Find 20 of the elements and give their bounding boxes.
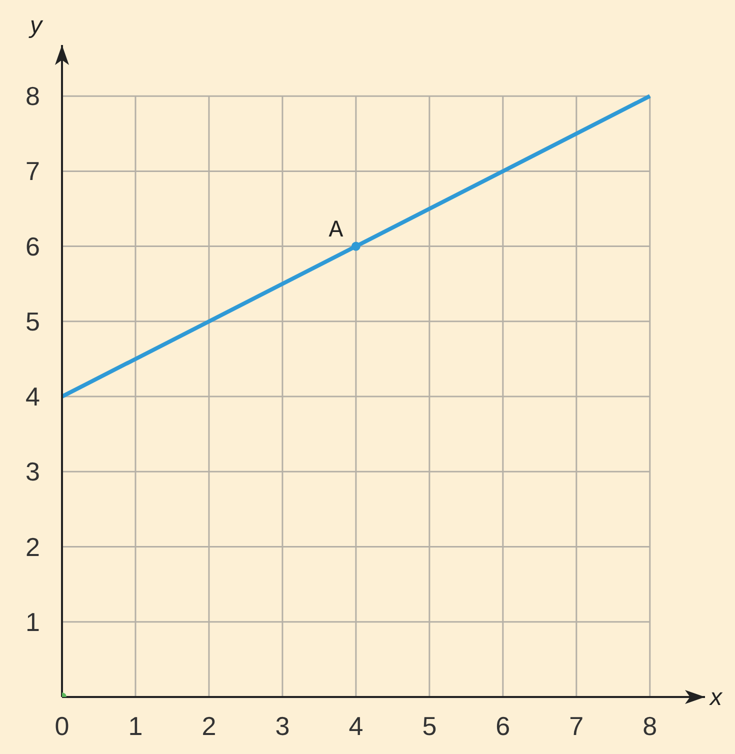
annotation: A bbox=[328, 217, 344, 244]
y-tick-label: 1 bbox=[26, 606, 40, 637]
y-tick-label: 6 bbox=[26, 231, 40, 262]
x-tick-label: 5 bbox=[422, 711, 437, 741]
y-tick-label: 3 bbox=[26, 456, 40, 487]
x-tick-label: 4 bbox=[348, 711, 364, 741]
x-tick-label: 7 bbox=[569, 711, 584, 741]
x-tick-label: 1 bbox=[128, 711, 143, 741]
y-tick-label: 4 bbox=[26, 382, 40, 412]
y-axis-title: y bbox=[28, 12, 44, 39]
x-tick-label: 0 bbox=[54, 711, 70, 741]
y-tick-label: 7 bbox=[26, 156, 40, 186]
y-tick-label: 8 bbox=[26, 81, 40, 112]
x-tick-label: 2 bbox=[202, 711, 216, 741]
x-axis-title: x bbox=[709, 684, 723, 711]
y-tick-label: 2 bbox=[26, 532, 40, 562]
x-tick-label: 6 bbox=[496, 711, 510, 741]
x-tick-label: 3 bbox=[275, 711, 290, 741]
y-tick-label: 5 bbox=[26, 306, 40, 336]
x-tick-label: 8 bbox=[642, 711, 658, 741]
